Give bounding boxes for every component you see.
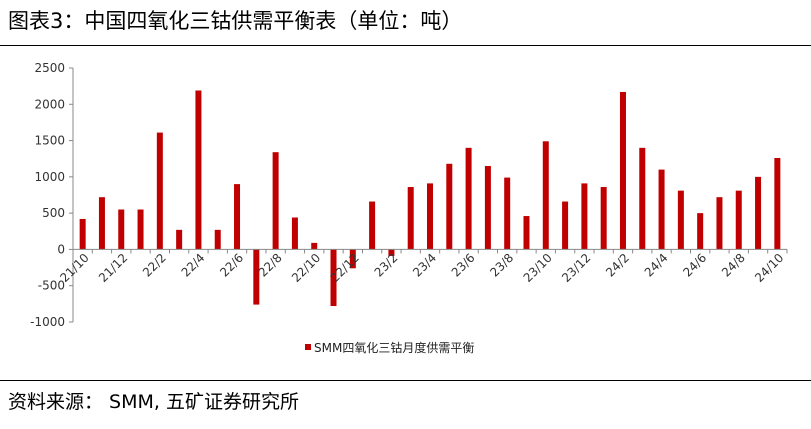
bar-24-6 (697, 213, 704, 250)
bar-23-9 (523, 216, 530, 250)
bar-23-3 (407, 187, 414, 250)
y-tick-label: 0 (57, 242, 65, 256)
bar-24-4 (658, 169, 665, 250)
bar-23-4 (427, 183, 433, 250)
bar-23-7 (484, 165, 491, 250)
bar-22-7 (253, 249, 260, 305)
x-tick-label: 22/2 (140, 251, 169, 280)
bar-22-1 (137, 209, 144, 250)
bar-23-12 (581, 183, 588, 250)
source-note: 资料来源： SMM, 五矿证券研究所 (8, 391, 299, 413)
bar-22-3 (176, 229, 183, 250)
bar-series (79, 90, 781, 307)
bar-22-10 (311, 242, 318, 250)
y-tick-label: 1500 (34, 134, 65, 148)
bar-23-11 (562, 201, 569, 250)
x-tick-label: 24/10 (752, 251, 786, 285)
title-divider (0, 45, 811, 46)
bar-23-6 (465, 147, 472, 250)
x-tick-label: 23/2 (372, 251, 401, 280)
bar-22-6 (234, 184, 241, 250)
bar-24-9 (755, 176, 762, 250)
bar-22-4 (195, 90, 202, 250)
x-tick-label: 24/2 (603, 251, 632, 280)
bar-22-8 (272, 152, 279, 250)
x-tick-label: 23/4 (410, 251, 439, 280)
bar-24-2 (619, 91, 626, 250)
x-tick-label: 24/8 (719, 251, 748, 280)
x-axis: 21/10 21/12 22/2 22/4 22/6 22/8 22/10 22/12 23/2… (57, 248, 788, 285)
bar-22-11 (330, 249, 337, 307)
bar-23-5 (446, 163, 453, 250)
bar-21-10 (79, 218, 86, 250)
y-tick-label: 2500 (34, 61, 65, 75)
bar-23-8 (504, 177, 511, 250)
bar-23-10 (542, 141, 549, 250)
x-tick-label: 21/12 (96, 251, 130, 285)
bar-22-12 (349, 249, 356, 269)
x-tick-label: 22/10 (289, 251, 323, 285)
chart-title: 图表3：中国四氧化三钴供需平衡表（单位：吨） (8, 9, 463, 33)
bar-23-2 (388, 249, 395, 256)
x-tick-label: 22/8 (256, 251, 285, 280)
x-tick-label: 23/8 (487, 251, 516, 280)
bar-24-5 (677, 190, 684, 250)
bar-22-9 (291, 217, 298, 250)
x-tick-label: 24/4 (642, 251, 671, 280)
y-axis: -1000 -500 0 500 1000 1500 2000 2500 (30, 61, 74, 329)
legend: SMM四氧化三钴月度供需平衡 (305, 340, 474, 355)
bar-24-3 (639, 147, 646, 250)
y-tick-label: 2000 (34, 97, 65, 111)
y-tick-label: 1000 (34, 170, 65, 184)
bar-24-7 (716, 197, 723, 250)
legend-label: SMM四氧化三钴月度供需平衡 (314, 340, 474, 355)
bar-24-10 (774, 157, 781, 250)
bar-21-12 (118, 209, 125, 250)
legend-swatch (305, 344, 311, 350)
bar-24-1 (600, 187, 607, 250)
bar-22-2 (156, 132, 163, 250)
bar-21-11 (98, 197, 105, 250)
x-tick-label: 22/4 (179, 251, 208, 280)
x-tick-label: 24/6 (680, 251, 709, 280)
bar-23-1 (369, 201, 376, 250)
bar-22-5 (214, 229, 221, 250)
source-divider (0, 380, 811, 381)
x-tick-label: 23/6 (449, 251, 478, 280)
y-tick-label: -500 (38, 279, 65, 293)
y-tick-label: 500 (42, 206, 65, 220)
y-tick-label: -1000 (30, 315, 65, 329)
x-tick-label: 23/10 (521, 251, 555, 285)
x-tick-label: 22/6 (217, 251, 246, 280)
x-tick-label: 23/12 (559, 251, 593, 285)
bar-24-8 (735, 190, 742, 250)
